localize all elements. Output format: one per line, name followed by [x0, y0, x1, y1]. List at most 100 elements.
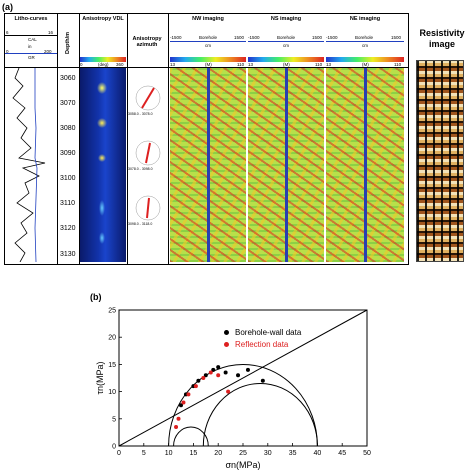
borehole-point	[179, 403, 183, 408]
depth-tick: 3080	[60, 125, 76, 132]
x-tick-label: 50	[363, 450, 371, 457]
borehole-point	[211, 367, 216, 372]
x-axis-label: σn(MPa)	[225, 460, 260, 470]
x-tick-label: 15	[190, 450, 198, 457]
resistivity-image	[416, 60, 464, 262]
borehole-point	[203, 373, 208, 378]
cal-label: CAL	[28, 37, 37, 42]
y-tick-label: 20	[108, 335, 116, 342]
ns-scale-right: 1500	[312, 35, 323, 40]
mohr-chart: 0 5 10 15 20 25 30 35 40 45 50 0 5 10 15 20 25 σn(MPa) τn(…	[95, 308, 371, 471]
gr-left: 0	[6, 49, 9, 54]
ne-cb-left: 13	[326, 62, 332, 67]
ns-image	[248, 68, 324, 262]
depth-title: Depth/m	[65, 32, 71, 54]
nw-image	[170, 68, 246, 262]
rose-diagram	[135, 195, 161, 221]
rose-label: 3098.0 - 3118.0	[128, 222, 153, 226]
failure-envelope	[118, 309, 368, 447]
ne-scale-left: -1500	[326, 35, 338, 40]
y-tick-label: 0	[112, 444, 116, 451]
legend: Borehole-wall data Reflection data	[224, 326, 301, 350]
legend-item: Reflection data	[224, 338, 301, 350]
x-tick-label: 40	[314, 450, 322, 457]
ns-cb-mid: (M)	[283, 62, 290, 67]
borehole-point	[216, 365, 221, 370]
x-tick-label: 20	[214, 450, 222, 457]
resistivity-title-line2: image	[428, 39, 455, 49]
mohr-circle	[168, 363, 318, 447]
nw-cb-right: 110	[237, 62, 245, 67]
x-tick-label: 45	[338, 450, 346, 457]
vdl-scale-left: 0	[80, 62, 83, 67]
panel-b-label: (b)	[90, 292, 102, 302]
x-tick-label: 35	[289, 450, 297, 457]
reflection-point	[216, 373, 221, 378]
cal-left: 6	[6, 30, 9, 35]
nw-colorbar	[170, 57, 246, 62]
nw-title: NW imaging	[192, 16, 224, 22]
ne-title: NE imaging	[349, 16, 381, 22]
reflection-point	[186, 392, 191, 397]
nw-scale-mid: Borehole	[199, 35, 218, 40]
x-tick-label: 10	[165, 450, 173, 457]
legend-marker-red	[224, 341, 229, 347]
y-tick-label: 15	[108, 362, 116, 369]
x-tick-label: 0	[117, 450, 121, 457]
ns-cb-left: 13	[248, 62, 254, 67]
y-axis-label: τn(MPa)	[95, 361, 105, 394]
vdl-scale-mid: (deg)	[98, 62, 109, 67]
reflection-point	[208, 370, 213, 375]
nw-scale-right: 1500	[234, 35, 245, 40]
x-tick-label: 5	[142, 450, 146, 457]
rose-diagram	[135, 140, 161, 166]
panel-a-label: (a)	[2, 2, 13, 12]
azimuth-roses	[128, 68, 168, 262]
depth-tick: 3110	[60, 200, 76, 207]
ns-cb-right: 110	[315, 62, 323, 67]
borehole-point	[236, 373, 241, 378]
y-tick-label: 5	[112, 416, 116, 423]
vdl-image	[80, 68, 126, 262]
nw-unit: cm	[205, 43, 211, 48]
depth-tick: 3130	[60, 251, 76, 258]
depth-tick: 3120	[60, 225, 76, 232]
ns-scale-mid: Borehole	[277, 35, 296, 40]
ne-cb-right: 110	[394, 62, 402, 67]
resistivity-title-line1: Resistivity	[419, 28, 465, 38]
reflection-point	[174, 424, 179, 429]
rose-diagram	[135, 85, 161, 111]
cal-unit: in	[28, 44, 32, 49]
ne-image	[326, 68, 404, 262]
cal-right: 16	[48, 30, 54, 35]
ns-unit: cm	[283, 43, 289, 48]
resistivity-title: Resistivity image	[412, 28, 472, 50]
ne-colorbar	[326, 57, 404, 62]
nw-cb-left: 13	[170, 62, 176, 67]
x-tick-label: 25	[239, 450, 247, 457]
litho-curves-plot	[12, 68, 46, 262]
gr-right: 200	[44, 49, 52, 54]
mohr-circle	[173, 426, 209, 447]
borehole-point	[260, 378, 265, 383]
y-tick-label: 25	[108, 308, 116, 315]
legend-label: Reflection data	[235, 339, 289, 349]
nw-cb-mid: (M)	[205, 62, 212, 67]
legend-marker-black	[224, 329, 229, 335]
ne-cb-mid: (M)	[362, 62, 369, 67]
vdl-title: Anisotropy VDL	[82, 16, 124, 22]
ne-scale-right: 1500	[391, 35, 402, 40]
ns-title: NS imaging	[270, 16, 302, 22]
depth-tick: 3070	[60, 100, 76, 107]
vdl-colorbar	[80, 57, 126, 62]
vdl-scale-right: 360	[116, 62, 124, 67]
depth-tick: 3060	[60, 75, 76, 82]
reflection-point	[201, 376, 206, 380]
legend-item: Borehole-wall data	[224, 326, 301, 338]
mohr-circle	[202, 382, 318, 447]
y-tick-label: 10	[108, 389, 116, 396]
rose-label: 3078.0 - 3098.0	[128, 167, 153, 171]
reflection-point	[193, 384, 198, 389]
borehole-point	[223, 370, 228, 375]
nw-scale-left: -1500	[170, 35, 182, 40]
